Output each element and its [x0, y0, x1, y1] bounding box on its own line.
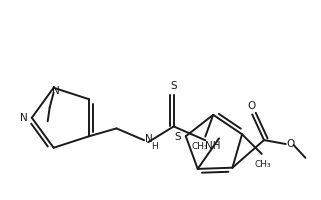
Text: NH: NH — [205, 141, 221, 151]
Text: O: O — [247, 101, 255, 111]
Text: S: S — [170, 81, 177, 91]
Text: CH₃: CH₃ — [191, 142, 208, 151]
Text: N: N — [20, 113, 28, 123]
Text: N: N — [52, 86, 59, 96]
Text: N: N — [145, 134, 153, 144]
Text: CH₃: CH₃ — [255, 160, 271, 169]
Text: H: H — [151, 142, 158, 151]
Text: O: O — [287, 139, 295, 149]
Text: S: S — [175, 132, 181, 142]
